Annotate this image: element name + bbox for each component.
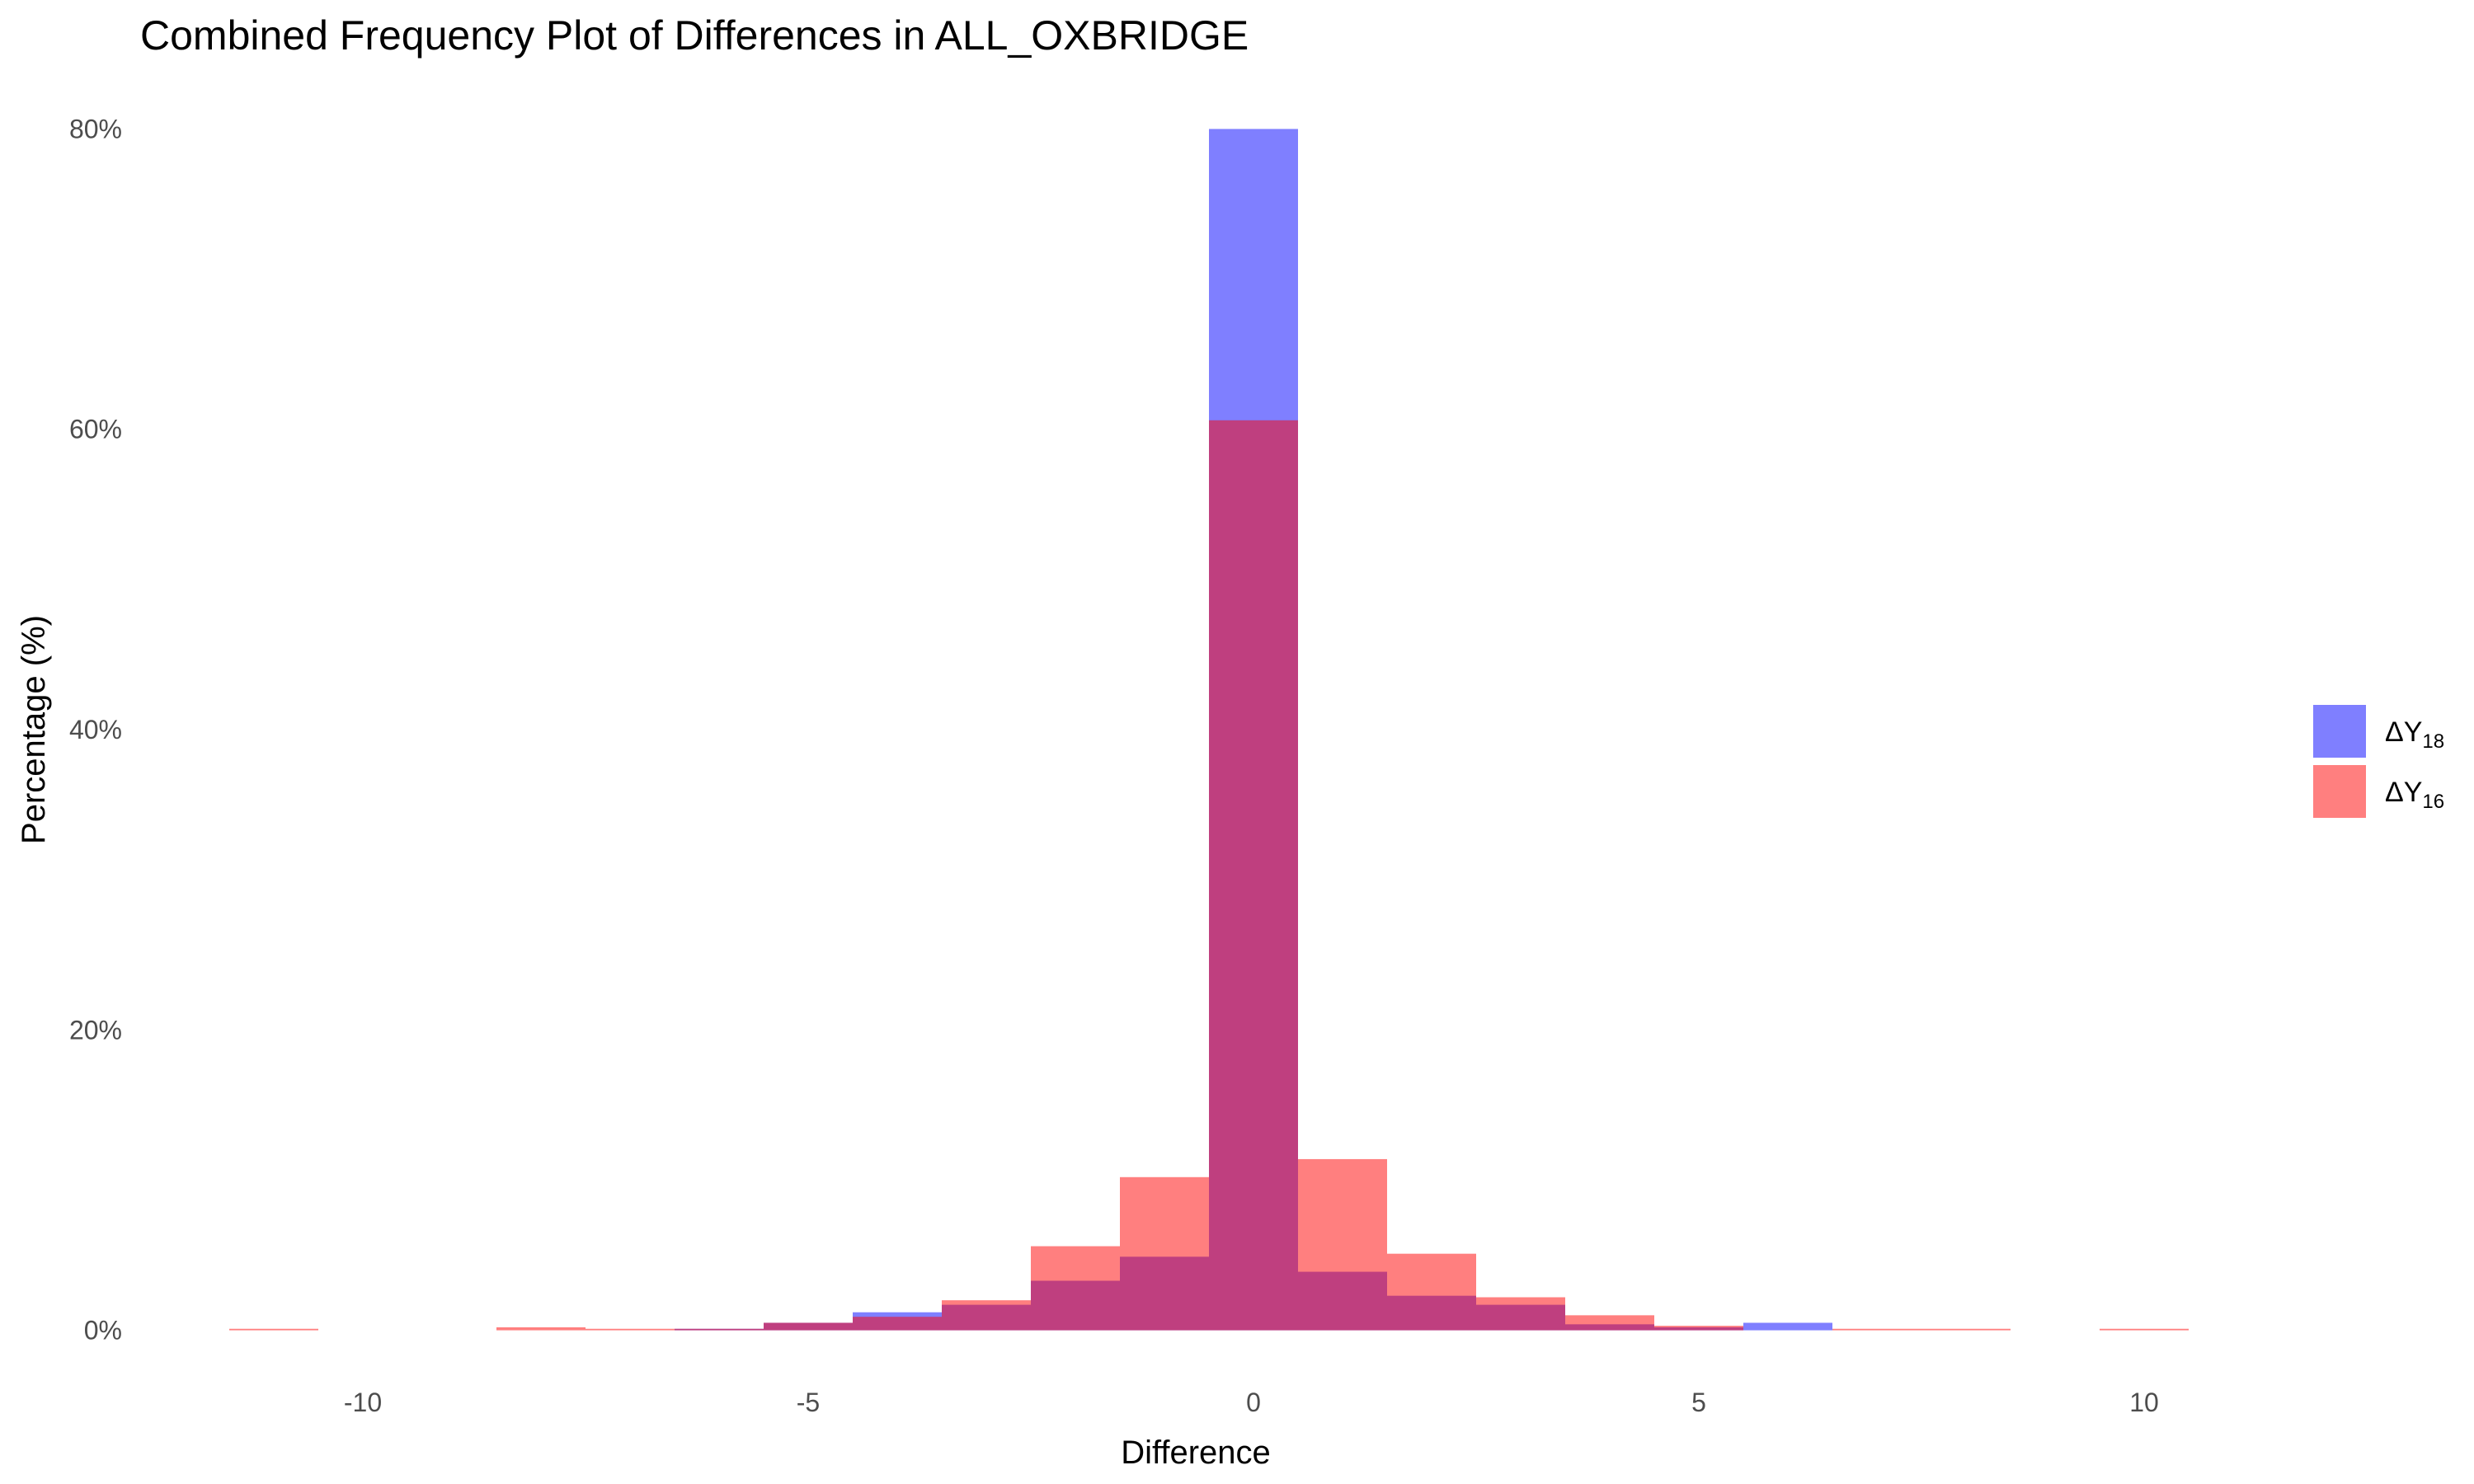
bar-series-1-bin-8	[1120, 1176, 1209, 1331]
bar-series-1-bin-17	[2100, 1328, 2189, 1331]
x-axis-ticks: -10 -5 0 5 10	[344, 1388, 2159, 1417]
bar-series-1-bin-5	[853, 1317, 942, 1331]
bar-series-1-bin-3	[675, 1328, 764, 1331]
bar-series-1-bin-12	[1476, 1297, 1565, 1331]
bar-series-0-bin-12	[1743, 1322, 1832, 1331]
legend-key-0	[2313, 705, 2366, 758]
x-tick-label: 10	[2129, 1388, 2159, 1417]
y-tick-label: 60%	[69, 415, 122, 444]
y-axis-title: Percentage (%)	[16, 615, 52, 844]
bar-series-1-bin-14	[1654, 1326, 1743, 1331]
bar-series-1-bin-10	[1298, 1158, 1387, 1331]
x-tick-label: -5	[797, 1388, 820, 1417]
bar-series-1-bin-4	[764, 1322, 853, 1331]
bar-series-1-bin-16	[1921, 1328, 2011, 1331]
legend: ΔY18 ΔY16	[2313, 705, 2444, 818]
legend-label-1: ΔY16	[2385, 777, 2444, 813]
bar-series-1-bin-9	[1209, 420, 1298, 1331]
bar-series-1-bin-13	[1565, 1315, 1654, 1331]
x-tick-label: 5	[1691, 1388, 1706, 1417]
legend-key-1	[2313, 765, 2366, 818]
x-axis-title: Difference	[1121, 1435, 1271, 1471]
bar-series-1-bin-2	[586, 1328, 675, 1331]
y-tick-label: 80%	[69, 114, 122, 143]
y-tick-label: 0%	[84, 1316, 122, 1345]
y-tick-label: 40%	[69, 715, 122, 744]
bar-series-1-bin-6	[942, 1300, 1031, 1331]
x-tick-label: 0	[1246, 1388, 1261, 1417]
x-tick-label: -10	[344, 1388, 382, 1417]
chart-title: Combined Frequency Plot of Differences i…	[140, 12, 1249, 59]
bars-layer	[229, 129, 2189, 1331]
y-axis-ticks: 0% 20% 40% 60% 80%	[69, 114, 122, 1345]
bar-series-1-bin-1	[496, 1327, 586, 1331]
bar-series-1-bin-15	[1832, 1328, 1921, 1331]
y-tick-label: 20%	[69, 1015, 122, 1045]
bar-series-1-bin-11	[1387, 1253, 1476, 1331]
bar-series-1-bin-7	[1031, 1246, 1120, 1331]
legend-label-0: ΔY18	[2385, 716, 2444, 753]
bar-series-1-bin-0	[229, 1328, 318, 1331]
